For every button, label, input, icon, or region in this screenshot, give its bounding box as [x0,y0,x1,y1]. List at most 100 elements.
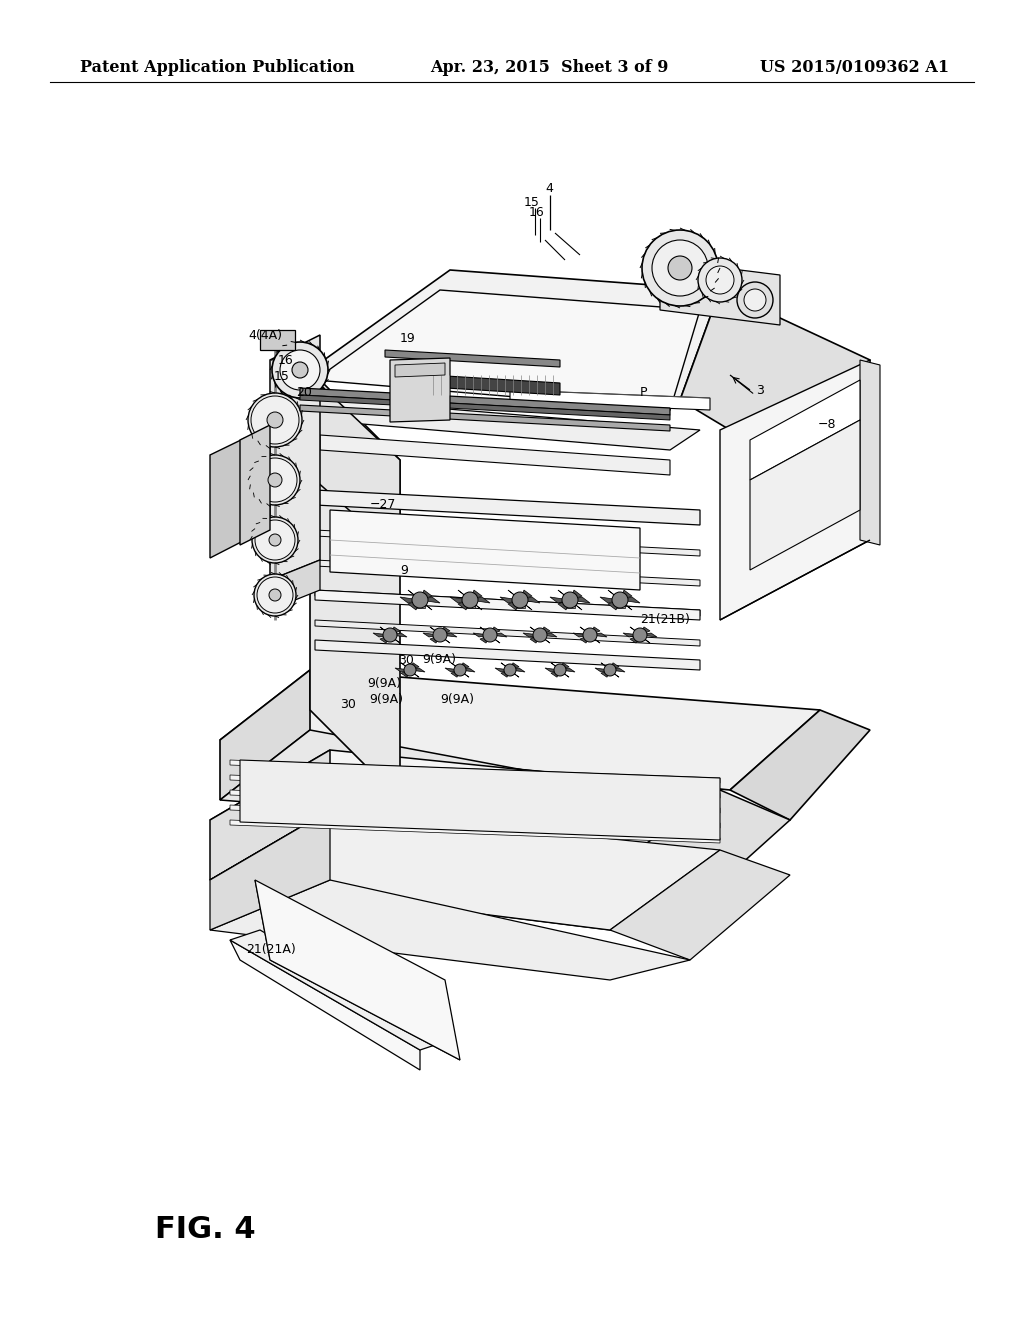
Circle shape [698,257,742,302]
Polygon shape [380,627,390,635]
Text: 21(21B): 21(21B) [640,614,690,627]
Polygon shape [608,590,620,601]
Circle shape [292,362,308,378]
Polygon shape [860,360,880,545]
Polygon shape [660,260,780,325]
Circle shape [652,240,708,296]
Text: US 2015/0109362 A1: US 2015/0109362 A1 [760,59,949,77]
Polygon shape [210,750,330,880]
Polygon shape [520,597,540,603]
Polygon shape [310,370,400,800]
Text: 15: 15 [524,195,540,209]
Polygon shape [565,595,575,609]
Polygon shape [210,750,720,870]
Polygon shape [590,634,607,638]
Polygon shape [440,627,450,635]
Text: FIG. 4: FIG. 4 [155,1216,256,1245]
Polygon shape [270,560,319,610]
Circle shape [269,535,281,546]
Polygon shape [465,595,475,609]
Polygon shape [510,668,525,672]
Polygon shape [640,634,657,638]
Polygon shape [415,595,425,609]
Polygon shape [460,671,469,677]
Polygon shape [240,760,720,840]
Polygon shape [315,400,700,450]
Polygon shape [401,663,410,671]
Polygon shape [495,668,510,672]
Polygon shape [620,601,632,610]
Circle shape [412,591,428,609]
Text: 30: 30 [398,653,414,667]
Polygon shape [310,271,720,400]
Polygon shape [430,627,440,635]
Polygon shape [315,640,700,671]
Circle shape [554,664,566,676]
Polygon shape [210,810,330,931]
Circle shape [583,628,597,642]
Polygon shape [315,380,400,554]
Polygon shape [420,597,440,603]
Circle shape [253,458,297,502]
Polygon shape [400,597,420,603]
Polygon shape [408,601,420,610]
Polygon shape [551,663,560,671]
Circle shape [248,393,302,447]
Circle shape [255,520,295,560]
Polygon shape [385,350,560,367]
Text: 21(21A): 21(21A) [246,944,296,957]
Circle shape [483,628,497,642]
Circle shape [269,589,281,601]
Polygon shape [230,775,720,799]
Polygon shape [615,595,625,609]
Polygon shape [480,635,490,643]
Circle shape [257,577,293,612]
Polygon shape [373,634,390,638]
Circle shape [744,289,766,312]
Polygon shape [500,597,520,603]
Polygon shape [540,634,557,638]
Polygon shape [230,760,720,783]
Polygon shape [240,425,270,545]
Circle shape [737,282,773,318]
Text: 4: 4 [545,181,553,194]
Polygon shape [410,668,425,672]
Polygon shape [470,597,490,603]
Circle shape [604,664,616,676]
Polygon shape [315,590,700,620]
Polygon shape [610,671,618,677]
Circle shape [612,591,628,609]
Polygon shape [430,635,440,643]
Polygon shape [460,663,469,671]
Polygon shape [220,671,310,800]
Text: Patent Application Publication: Patent Application Publication [80,59,354,77]
Text: 9(9A): 9(9A) [369,693,403,706]
Polygon shape [560,663,569,671]
Circle shape [383,628,397,642]
Polygon shape [423,634,440,638]
Polygon shape [558,590,570,601]
Polygon shape [458,601,470,610]
Circle shape [562,591,578,609]
Polygon shape [540,627,550,635]
Polygon shape [610,668,625,672]
Circle shape [280,350,319,389]
Polygon shape [451,671,460,677]
Polygon shape [380,635,390,643]
Polygon shape [508,590,520,601]
Polygon shape [530,627,540,635]
Polygon shape [540,635,550,643]
Polygon shape [601,663,610,671]
Polygon shape [220,671,820,789]
Text: 4(4A): 4(4A) [248,329,282,342]
Polygon shape [680,290,870,490]
Polygon shape [530,635,540,643]
Text: 3: 3 [756,384,764,396]
Polygon shape [330,510,640,590]
Polygon shape [480,627,490,635]
Polygon shape [315,290,700,411]
Circle shape [433,628,447,642]
Polygon shape [315,620,700,645]
Polygon shape [408,590,420,601]
Text: 20: 20 [296,387,312,400]
